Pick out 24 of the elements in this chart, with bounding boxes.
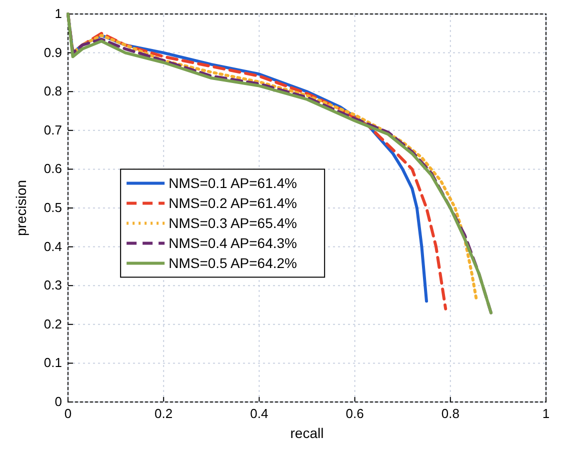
y-tick-label: 0 <box>54 394 62 409</box>
legend-label: NMS=0.3 AP=65.4% <box>168 215 297 232</box>
y-tick-label: 0.1 <box>44 355 62 370</box>
y-axis-title: precision <box>13 180 29 236</box>
y-tick-label: 0.5 <box>44 200 62 215</box>
y-tick-label: 0.2 <box>44 316 62 332</box>
y-tick-label: 0.6 <box>44 161 62 176</box>
legend-label: NMS=0.1 AP=61.4% <box>168 175 297 192</box>
x-tick-label: 0.8 <box>441 406 460 421</box>
y-tick-label: 1 <box>54 6 62 21</box>
y-tick-label: 0.4 <box>44 238 62 254</box>
y-tick-label: 0.7 <box>44 122 62 138</box>
x-tick-label: 0.6 <box>346 406 364 421</box>
legend-label: NMS=0.4 AP=64.3% <box>168 235 297 252</box>
x-tick-label: 0.2 <box>154 406 173 421</box>
y-tick-label: 0.3 <box>44 278 62 293</box>
x-tick-label: 1 <box>542 406 550 421</box>
x-tick-label: 0.4 <box>250 406 268 421</box>
legend-label: NMS=0.2 AP=61.4% <box>168 195 297 212</box>
y-tick-label: 0.9 <box>44 44 62 60</box>
y-tick-label: 0.8 <box>44 84 62 99</box>
x-tick-label: 0 <box>64 406 72 421</box>
legend-label: NMS=0.5 AP=64.2% <box>168 255 297 272</box>
x-axis-title: recall <box>290 425 324 441</box>
